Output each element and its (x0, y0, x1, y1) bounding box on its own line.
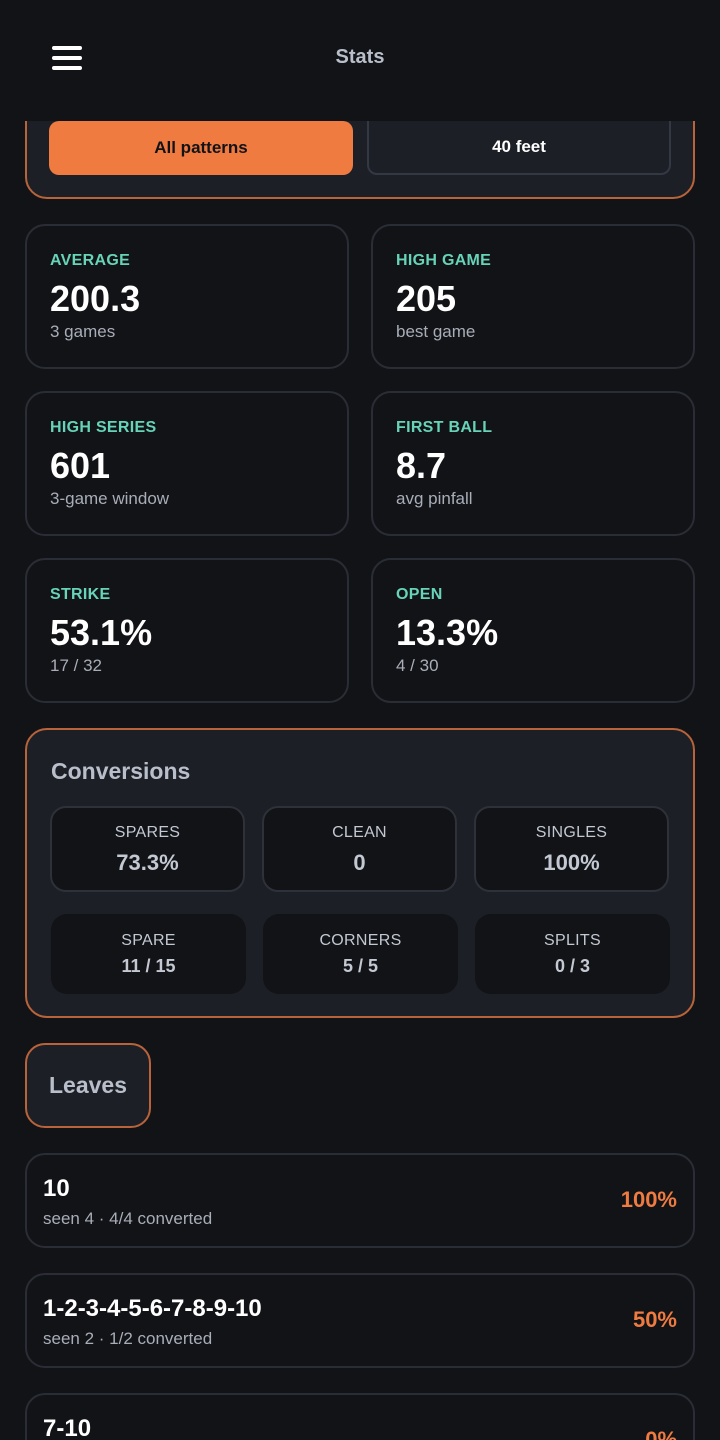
leave-pins: 7-10 (43, 1415, 92, 1440)
conversion-tile-spares: SPARES 73.3% (50, 806, 245, 892)
conversion-label: SPARES (114, 824, 181, 841)
stat-label: AVERAGE (50, 252, 131, 269)
leave-pins: 10 (43, 1175, 70, 1202)
conversions-card: Conversions SPARES 73.3% CLEAN 0 SINGLES… (25, 728, 695, 1018)
conversion-tile-corners: CORNERS 5 / 5 (263, 914, 458, 994)
stat-card-first-ball: FIRST BALL 8.7 avg pinfall (371, 391, 695, 536)
stat-subtext: avg pinfall (396, 489, 473, 508)
stat-subtext: 3 games (50, 322, 116, 341)
leave-meta: seen 4 · 4/4 converted (43, 1209, 213, 1228)
stat-label: FIRST BALL (396, 419, 493, 436)
stat-card-high-game: HIGH GAME 205 best game (371, 224, 695, 369)
stat-label: HIGH SERIES (50, 419, 157, 436)
conversion-value: 0 (353, 850, 366, 875)
leave-row[interactable]: 10 seen 4 · 4/4 converted 100% (25, 1153, 695, 1248)
stat-card-average: AVERAGE 200.3 3 games (25, 224, 349, 369)
conversion-label: SPARE (121, 932, 176, 949)
leave-conversion-percent: 100% (620, 1187, 677, 1212)
conversion-tile-spare: SPARE 11 / 15 (51, 914, 246, 994)
stat-value: 205 (396, 278, 457, 319)
conversion-tile-singles: SINGLES 100% (474, 806, 669, 892)
leaves-section-chip[interactable]: Leaves (25, 1043, 151, 1128)
stat-subtext: 17 / 32 (50, 656, 102, 675)
conversion-tile-clean: CLEAN 0 (262, 806, 457, 892)
page-title: Stats (335, 46, 385, 68)
app-bar: Stats (0, 0, 720, 121)
stat-value: 601 (50, 445, 111, 486)
leave-row[interactable]: 1-2-3-4-5-6-7-8-9-10 seen 2 · 1/2 conver… (25, 1273, 695, 1368)
stat-value: 8.7 (396, 445, 447, 486)
conversion-label: SPLITS (544, 932, 601, 949)
stat-value: 53.1% (50, 612, 153, 653)
stat-card-strike: STRIKE 53.1% 17 / 32 (25, 558, 349, 703)
conversion-label: CLEAN (332, 824, 387, 841)
stat-value: 200.3 (50, 278, 141, 319)
stat-label: STRIKE (50, 586, 111, 603)
conversion-tile-splits: SPLITS 0 / 3 (475, 914, 670, 994)
leave-pins: 1-2-3-4-5-6-7-8-9-10 (43, 1295, 262, 1322)
conversion-value: 73.3% (116, 850, 179, 875)
leave-meta: seen 2 · 1/2 converted (43, 1329, 213, 1348)
leave-row[interactable]: 7-10 0% (25, 1393, 695, 1440)
stat-label: HIGH GAME (396, 252, 492, 269)
stat-card-high-series: HIGH SERIES 601 3-game window (25, 391, 349, 536)
conversion-value: 0 / 3 (554, 956, 591, 976)
conversion-label: SINGLES (535, 824, 608, 841)
conversions-title: Conversions (51, 758, 191, 784)
filter-all-patterns-button[interactable]: All patterns (49, 121, 353, 175)
conversion-value: 11 / 15 (121, 956, 176, 976)
stat-label: OPEN (396, 586, 443, 603)
stat-subtext: best game (396, 322, 476, 341)
leave-conversion-percent: 0% (645, 1427, 677, 1440)
stat-value: 13.3% (396, 612, 499, 653)
conversion-value: 5 / 5 (342, 956, 379, 976)
stat-card-open: OPEN 13.3% 4 / 30 (371, 558, 695, 703)
stat-subtext: 3-game window (50, 489, 170, 508)
filter-40-feet-button[interactable]: 40 feet (367, 121, 671, 175)
conversion-label: CORNERS (319, 932, 402, 949)
leave-conversion-percent: 50% (632, 1307, 677, 1332)
conversion-value: 100% (543, 850, 600, 875)
stat-subtext: 4 / 30 (396, 656, 439, 675)
hamburger-menu-icon[interactable] (52, 46, 82, 70)
